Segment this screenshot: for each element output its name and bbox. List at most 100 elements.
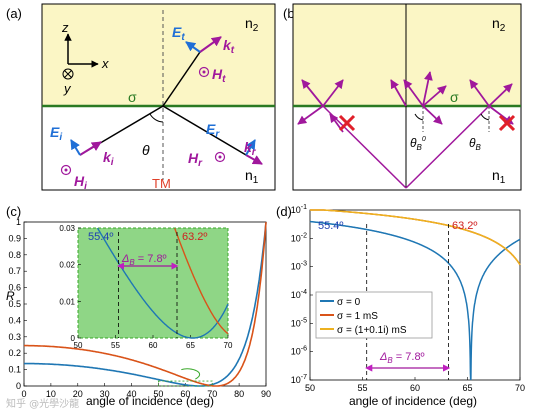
theta-b-prime-label: θB0 — [410, 136, 426, 152]
d-ytick-label: 10-5 — [291, 317, 307, 328]
d-legend-2: σ = (1+0.1i) mS — [337, 325, 407, 336]
b-cross-left — [338, 114, 356, 132]
c-ylabel: R — [6, 289, 15, 303]
panel-b: (b) θB0 θB σ n2 n1 — [283, 3, 522, 191]
d-ytick-label: 10-4 — [291, 289, 307, 300]
c-xlabel: angle of incidence (deg) — [86, 394, 214, 408]
c-inset-axes: 50 55 60 65 70 0 0.01 0.02 0.03 — [59, 224, 233, 350]
k-i-label: ki — [103, 149, 114, 168]
h-t-symbol — [198, 66, 210, 78]
b-medium-n2-region — [292, 3, 522, 107]
c-ytick-label: 0.6 — [8, 283, 21, 293]
d-xlabel: angle of incidence (deg) — [349, 394, 477, 408]
c-zoom-box — [158, 380, 213, 387]
c-xtick-label: 30 — [100, 389, 110, 399]
b-ray-right — [405, 105, 490, 189]
k-r-label: kr — [244, 139, 257, 158]
d-xtick-label: 60 — [410, 383, 420, 393]
b-n1-label: n1 — [492, 167, 506, 186]
d-ytick-label: 10-3 — [291, 261, 307, 272]
h-r-label: Hr — [188, 150, 203, 169]
b-medium-n1-region — [292, 105, 522, 191]
n2-label: n2 — [245, 15, 259, 34]
h-i-symbol — [60, 164, 72, 176]
reflected-ray — [162, 105, 247, 156]
transmitted-ray — [162, 51, 201, 107]
d-ytick-label: 10-2 — [291, 232, 307, 243]
d-legend-1: σ = 1 mS — [337, 311, 378, 322]
d-legend: σ = 0 σ = 1 mS σ = (1+0.1i) mS — [315, 291, 433, 339]
d-legend-0: σ = 0 — [337, 297, 361, 308]
panel-d: (d) angle of incidence (deg) 50 55 60 65 70 1… — [276, 204, 525, 408]
d-xtick-label: 70 — [515, 383, 525, 393]
c-xtick-label: 70 — [207, 389, 217, 399]
panel-c: (c) R angle of incidence (deg) 0 10 20 30 40… — [6, 204, 271, 408]
c-ytick-label: 0 — [16, 381, 21, 391]
d-xtick-label: 55 — [357, 383, 367, 393]
d-xtick-label: 65 — [462, 383, 472, 393]
n1-label: n1 — [245, 167, 259, 186]
panel-c-label: (c) — [6, 204, 21, 219]
c-inset-xtick-label: 55 — [111, 341, 120, 350]
c-xtick-label: 0 — [21, 389, 26, 399]
axis-y-label: y — [63, 81, 72, 96]
c-ytick-label: 0.7 — [8, 266, 21, 276]
c-inset-text: 55.4º 63.2º ΔB = 7.8º — [88, 231, 207, 267]
c-xtick-label: 10 — [46, 389, 56, 399]
c-ytick-label: 0.2 — [8, 348, 21, 358]
medium-n2-region — [41, 3, 276, 107]
c-ytick-label: 0.9 — [8, 233, 21, 243]
theta-b-label: θB — [469, 136, 482, 152]
k-i-arrow — [79, 141, 102, 156]
theta-label: θ — [142, 142, 150, 158]
d-ytick-label: 10-6 — [291, 346, 307, 357]
c-inset-angle-left: 55.4º — [88, 231, 113, 243]
c-inset-ytick-label: 0.03 — [59, 224, 75, 233]
theta-arc — [149, 113, 164, 123]
c-ytick-label: 1 — [16, 217, 21, 227]
c-xtick-label: 80 — [234, 389, 244, 399]
b-cross-right — [498, 114, 516, 132]
e-r-arrow — [245, 139, 256, 156]
c-inset-delta: ΔB = 7.8º — [121, 253, 167, 267]
d-xtick-label: 50 — [305, 383, 315, 393]
c-inset-ytick-label: 0.02 — [59, 261, 75, 270]
c-inset-angle-right: 63.2º — [182, 231, 207, 243]
c-ytick-label: 0.1 — [8, 365, 21, 375]
y-axis-symbol — [62, 68, 74, 80]
k-t-arrow — [199, 36, 222, 53]
c-xtick-label: 90 — [261, 389, 271, 399]
e-t-label: Et — [172, 24, 185, 43]
c-series-1 — [24, 221, 267, 387]
h-r-symbol — [214, 151, 226, 163]
d-ytick-label: 10-1 — [291, 204, 307, 215]
panel-a-label: (a) — [6, 6, 22, 21]
c-inset-ytick-label: 0 — [71, 334, 76, 343]
c-inset-series-1 — [174, 228, 229, 335]
e-t-arrow — [185, 41, 201, 53]
c-ytick-label: 0.4 — [8, 315, 21, 325]
c-xtick-label: 50 — [153, 389, 163, 399]
c-xtick-label: 20 — [73, 389, 83, 399]
d-angle-right: 63.2º — [452, 220, 477, 232]
c-inset-xtick-label: 70 — [224, 341, 233, 350]
c-inset-ytick-label: 0.01 — [59, 297, 75, 306]
c-inset-xtick-label: 60 — [149, 341, 158, 350]
h-t-label: Ht — [212, 66, 226, 85]
d-delta: ΔB = 7.8º — [379, 351, 425, 365]
sigma-label: σ — [128, 89, 137, 105]
panel-a: (a) z x y n2 n1 σ θ TM Et kt Ht — [6, 3, 276, 192]
d-series-2 — [310, 209, 521, 266]
axis-x-label: x — [101, 56, 109, 71]
h-i-label: Hi — [74, 173, 87, 192]
d-ytick-label: 10-7 — [291, 374, 307, 385]
c-xtick-label: 40 — [127, 389, 137, 399]
c-series-0 — [24, 221, 267, 387]
c-zoom-arrow — [181, 368, 201, 380]
e-i-label: Ei — [50, 124, 62, 143]
c-inset-xtick-label: 65 — [186, 341, 195, 350]
c-ytick-label: 0.5 — [8, 299, 21, 309]
panel-d-label: (d) — [276, 204, 292, 219]
k-r-arrow — [245, 154, 263, 165]
